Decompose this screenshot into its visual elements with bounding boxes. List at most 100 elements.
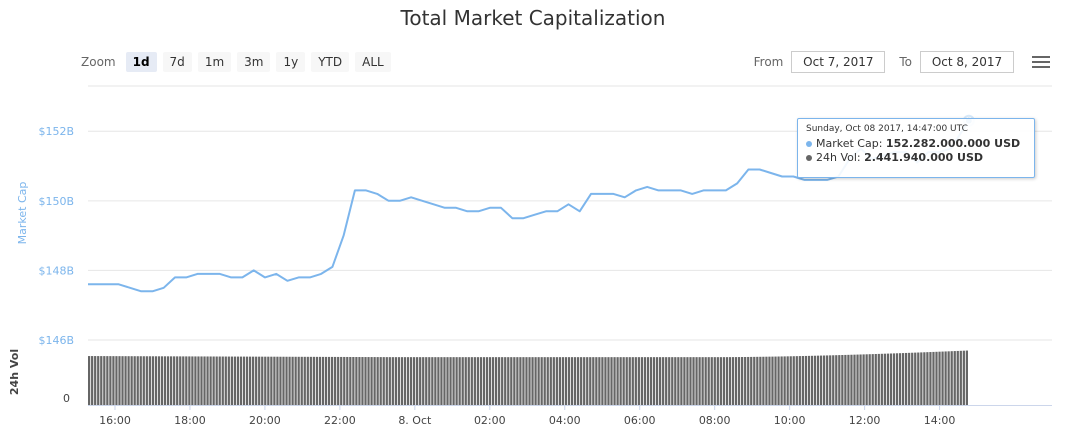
zoom-all-button[interactable]: ALL — [355, 52, 391, 72]
x-tick-label: 20:00 — [249, 414, 281, 427]
volume-bar — [291, 356, 294, 405]
y-tick-label: $150B — [38, 195, 74, 208]
volume-bar — [753, 356, 756, 405]
volume-bar — [151, 356, 155, 405]
volume-bar — [194, 356, 197, 405]
volume-bar — [248, 356, 252, 405]
volume-bar — [285, 356, 288, 405]
volume-bar — [309, 356, 312, 405]
volume-bar — [397, 357, 401, 405]
volume-bar — [261, 356, 264, 405]
volume-bar — [540, 357, 543, 405]
volume-bar — [498, 357, 501, 405]
volume-bar — [734, 357, 738, 405]
volume-bar — [744, 356, 747, 405]
volume-bar — [610, 357, 613, 405]
volume-bar — [659, 357, 662, 405]
zoom-1y-button[interactable]: 1y — [276, 52, 306, 72]
zoom-1m-button[interactable]: 1m — [197, 52, 232, 72]
volume-bar — [467, 357, 470, 405]
volume-bar — [625, 357, 628, 405]
volume-bar — [944, 351, 947, 405]
volume-bar — [935, 351, 938, 405]
volume-bar — [510, 357, 513, 405]
y-axis-title-market-cap: Market Cap — [16, 182, 29, 245]
volume-bar — [768, 356, 771, 405]
volume-bar — [327, 356, 331, 405]
volume-bar — [956, 350, 959, 405]
to-date-input[interactable] — [920, 51, 1014, 73]
volume-bar — [315, 356, 319, 405]
volume-bar — [416, 357, 419, 405]
volume-bar — [461, 357, 464, 405]
volume-bar — [255, 356, 258, 405]
zoom-1d-button[interactable]: 1d — [125, 52, 157, 72]
volume-bar — [880, 353, 883, 405]
volume-bar — [823, 355, 826, 405]
volume-bar — [382, 357, 385, 405]
volume-bar — [583, 357, 586, 405]
volume-bar — [504, 357, 507, 405]
volume-bar — [850, 354, 853, 405]
volume-bar — [719, 357, 722, 405]
volume-bar — [412, 357, 416, 405]
volume-bar — [434, 357, 437, 405]
volume-bar — [832, 355, 835, 405]
zoom-3m-button[interactable]: 3m — [237, 52, 271, 72]
volume-bar — [391, 357, 394, 405]
volume-bar — [783, 356, 786, 405]
volume-bar — [449, 357, 452, 405]
from-date-input[interactable] — [791, 51, 886, 73]
volume-bar — [692, 357, 695, 405]
volume-bar — [926, 352, 929, 405]
volume-bar — [437, 357, 440, 405]
market-cap-line — [88, 120, 970, 293]
volume-y-tick-label: 0 — [63, 392, 70, 405]
volume-bar — [868, 354, 871, 405]
volume-bar — [409, 357, 413, 405]
volume-bar — [686, 357, 689, 405]
volume-bar — [306, 356, 309, 405]
volume-bar — [892, 353, 896, 405]
volume-bar — [273, 356, 276, 405]
volume-bar — [361, 357, 364, 405]
volume-bar — [252, 356, 255, 405]
volume-bar — [324, 356, 328, 405]
volume-bar — [777, 356, 780, 405]
volume-bar — [911, 352, 914, 405]
volume-bar — [759, 356, 762, 405]
volume-bar — [877, 353, 880, 405]
volume-bar — [264, 356, 267, 405]
volume-bar — [862, 354, 865, 405]
volume-bar — [176, 356, 179, 405]
volume-bar — [680, 357, 683, 405]
zoom-7d-button[interactable]: 7d — [162, 52, 192, 72]
volume-bar — [953, 351, 956, 405]
volume-bar — [370, 357, 373, 405]
volume-bar — [950, 351, 953, 405]
volume-bar — [695, 357, 698, 405]
volume-bar — [379, 357, 382, 405]
volume-bar — [874, 354, 877, 405]
volume-bar — [364, 357, 367, 405]
volume-bar — [519, 357, 522, 405]
volume-bar — [938, 351, 941, 405]
volume-bar — [640, 357, 644, 405]
volume-bar — [300, 356, 303, 405]
volume-bar — [564, 357, 568, 405]
date-range: From To — [754, 51, 1014, 73]
volume-bar — [157, 356, 161, 405]
volume-bar — [631, 357, 634, 405]
volume-bar — [816, 355, 820, 405]
tooltip-cap-row: Market Cap: 152.282.000.000 USD — [806, 137, 1026, 151]
volume-bar — [236, 356, 240, 405]
volume-bar — [555, 357, 558, 405]
zoom-ytd-button[interactable]: YTD — [311, 52, 350, 72]
hamburger-menu-icon[interactable] — [1032, 56, 1050, 70]
volume-bar — [479, 357, 483, 405]
x-tick-label: 16:00 — [99, 414, 131, 427]
volume-bar — [318, 356, 322, 405]
volume-bar — [601, 357, 604, 405]
volume-bar — [804, 355, 808, 405]
